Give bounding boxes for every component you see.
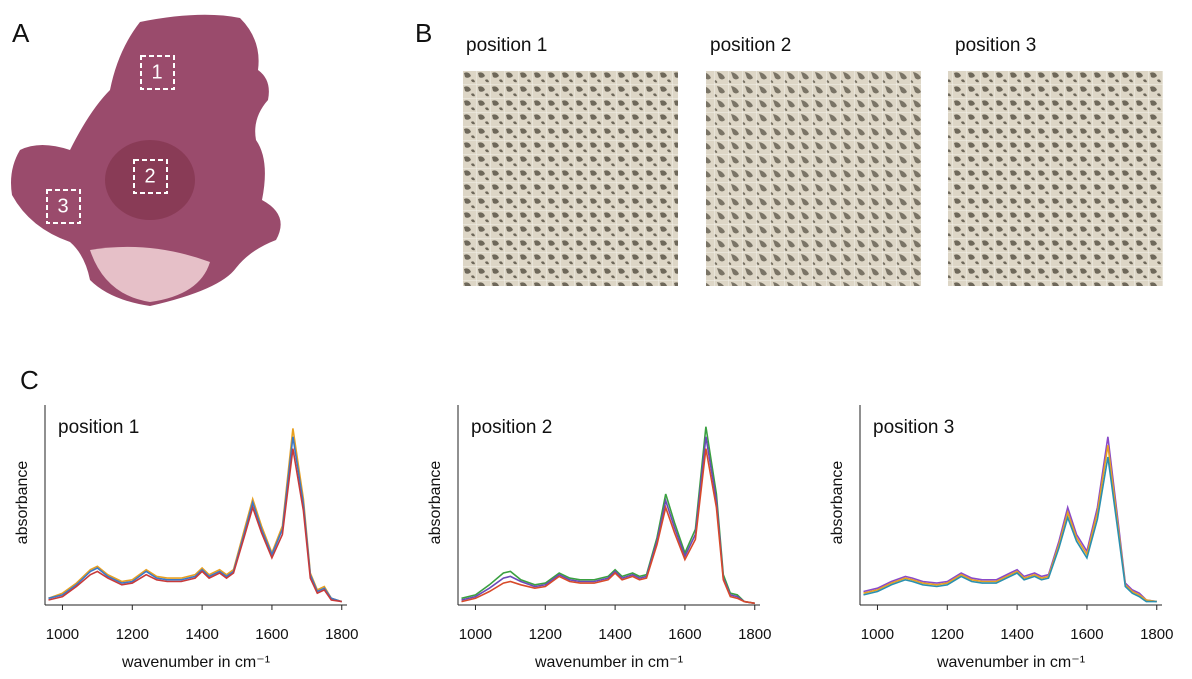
image-title: position 1 (466, 35, 547, 56)
microscopy-image (948, 71, 1163, 286)
x-tick-label: 1800 (325, 626, 358, 643)
region-box (133, 159, 168, 194)
region-label: 3 (57, 195, 68, 217)
x-tick-label: 1000 (46, 626, 79, 643)
panel-label: A (12, 18, 30, 48)
tissue-dark-region (105, 140, 195, 220)
x-tick-label: 1400 (1000, 626, 1033, 643)
panel-label: B (415, 18, 432, 48)
chart-title: position 3 (873, 417, 954, 438)
microscopy-image (463, 71, 678, 286)
x-axis-label: wavenumber in cm⁻¹ (936, 654, 1085, 671)
y-axis-label: absorbance (14, 461, 31, 545)
x-tick-label: 1800 (738, 626, 771, 643)
chart-title: position 1 (58, 417, 139, 438)
region-box (46, 189, 81, 224)
x-tick-label: 1400 (598, 626, 631, 643)
x-tick-label: 1600 (1070, 626, 1103, 643)
tissue-pale-region (90, 246, 210, 302)
y-axis-label: absorbance (829, 461, 846, 545)
x-axis-label: wavenumber in cm⁻¹ (121, 654, 270, 671)
x-tick-label: 1400 (185, 626, 218, 643)
spectrum-line (863, 456, 1157, 603)
chart-title: position 2 (471, 417, 552, 438)
spectrum-line (863, 445, 1157, 603)
x-tick-label: 1600 (668, 626, 701, 643)
x-tick-label: 1000 (861, 626, 894, 643)
x-tick-label: 1200 (529, 626, 562, 643)
image-title: position 3 (955, 35, 1036, 56)
x-tick-label: 1200 (931, 626, 964, 643)
x-axis-label: wavenumber in cm⁻¹ (534, 654, 683, 671)
panel-label: C (20, 365, 39, 395)
spectrum-line (48, 448, 342, 603)
image-title: position 2 (710, 35, 791, 56)
region-box (140, 55, 175, 90)
spectra-charts: 1000 1200 1400 1600 1800 position 1 wavenumber… (14, 405, 1173, 671)
x-tick-label: 1000 (459, 626, 492, 643)
x-tick-label: 1200 (116, 626, 149, 643)
microscopy-image (706, 71, 921, 286)
y-axis-label: absorbance (427, 461, 444, 545)
region-label: 2 (144, 165, 155, 187)
x-tick-label: 1800 (1140, 626, 1173, 643)
spectrum-line (461, 436, 755, 605)
x-tick-label: 1600 (255, 626, 288, 643)
region-label: 1 (151, 61, 162, 83)
spectrum-line (461, 448, 755, 605)
